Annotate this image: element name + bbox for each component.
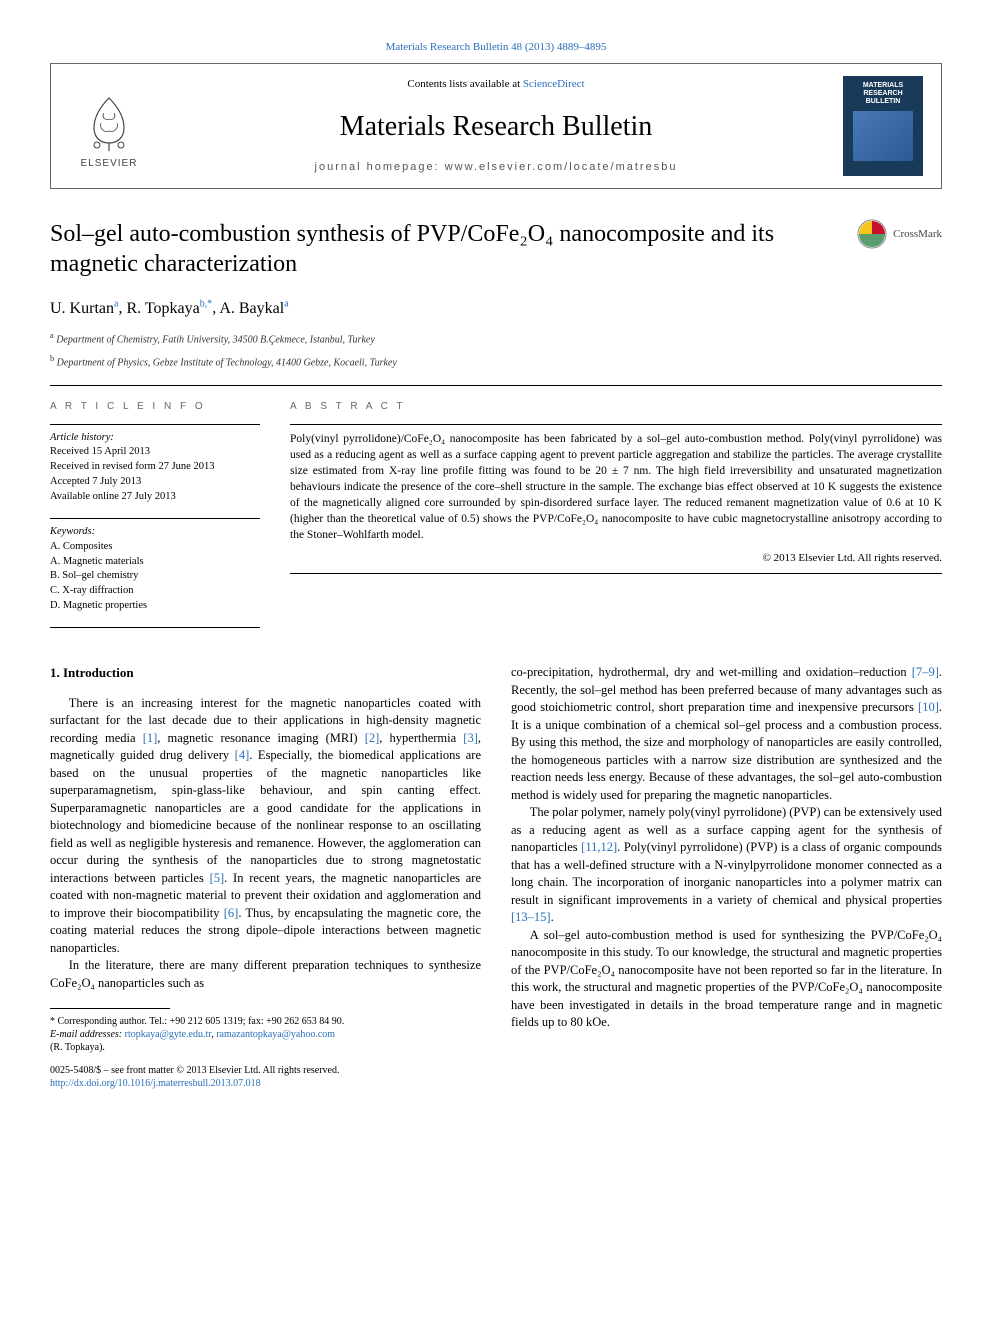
footnote-separator [50,1008,170,1009]
cover-title: MATERIALS RESEARCH BULLETIN [849,82,917,105]
article-title: Sol–gel auto-combustion synthesis of PVP… [50,219,837,279]
paragraph: There is an increasing interest for the … [50,695,481,958]
elsevier-label: ELSEVIER [81,157,138,171]
sciencedirect-link[interactable]: ScienceDirect [523,78,585,90]
history-item: Available online 27 July 2013 [50,490,260,505]
keyword: C. X-ray diffraction [50,584,260,599]
divider [50,518,260,519]
email-link[interactable]: ramazantopkaya@yahoo.com [216,1029,335,1040]
contents-line: Contents lists available at ScienceDirec… [169,77,823,92]
divider [290,424,942,425]
article-info: A R T I C L E I N F O Article history: R… [50,400,260,635]
ref-link[interactable]: [13–15] [511,910,551,924]
doi-link[interactable]: http://dx.doi.org/10.1016/j.materresbull… [50,1078,261,1089]
keyword: A. Magnetic materials [50,555,260,570]
email-link[interactable]: rtopkaya@gyte.edu.tr [125,1029,212,1040]
keyword: A. Composites [50,540,260,555]
ref-link[interactable]: [4] [235,748,250,762]
top-citation-link[interactable]: Materials Research Bulletin 48 (2013) 48… [386,41,607,53]
history-item: Accepted 7 July 2013 [50,475,260,490]
article-info-label: A R T I C L E I N F O [50,400,260,414]
ref-link[interactable]: [7–9] [912,665,939,679]
corresponding-footnote: * Corresponding author. Tel.: +90 212 60… [50,1015,481,1054]
ref-link[interactable]: [11,12] [581,840,617,854]
divider [290,573,942,574]
divider [50,627,260,628]
author: A. Baykala [219,300,288,317]
journal-cover: MATERIALS RESEARCH BULLETIN [843,76,923,176]
ref-link[interactable]: [10] [918,700,939,714]
affiliation: b Department of Physics, Gebze Institute… [50,353,942,370]
journal-name: Materials Research Bulletin [169,107,823,146]
authors: U. Kurtana, R. Topkayab,*, A. Baykala [50,297,942,320]
ref-link[interactable]: [2] [365,731,380,745]
crossmark-label: CrossMark [893,227,942,242]
history-item: Received in revised form 27 June 2013 [50,460,260,475]
ref-link[interactable]: [5] [210,871,225,885]
left-column: 1. Introduction There is an increasing i… [50,664,481,1090]
divider [50,385,942,386]
abstract-text: Poly(vinyl pyrrolidone)/CoFe₂O₄ nanocomp… [290,431,942,544]
top-citation: Materials Research Bulletin 48 (2013) 48… [50,40,942,55]
paragraph: In the literature, there are many differ… [50,957,481,992]
elsevier-logo: ELSEVIER [69,81,149,171]
author: U. Kurtana [50,300,118,317]
crossmark-icon [857,219,887,249]
ref-link[interactable]: [6] [224,906,239,920]
ref-link[interactable]: [3] [463,731,478,745]
keywords-label: Keywords: [50,525,260,540]
homepage-url: www.elsevier.com/locate/matresbu [445,161,678,173]
body-columns: 1. Introduction There is an increasing i… [50,664,942,1090]
homepage-line: journal homepage: www.elsevier.com/locat… [169,160,823,175]
elsevier-tree-icon [79,93,139,153]
affiliation: a Department of Chemistry, Fatih Univers… [50,330,942,347]
cover-thumbnail [853,111,913,161]
keyword: D. Magnetic properties [50,599,260,614]
paragraph: co-precipitation, hydrothermal, dry and … [511,664,942,804]
paragraph: The polar polymer, namely poly(vinyl pyr… [511,804,942,927]
abstract-copyright: © 2013 Elsevier Ltd. All rights reserved… [290,551,942,566]
author: R. Topkayab,* [126,300,212,317]
ref-link[interactable]: [1] [143,731,158,745]
history-label: Article history: [50,431,260,446]
divider [50,424,260,425]
right-column: co-precipitation, hydrothermal, dry and … [511,664,942,1090]
journal-header: ELSEVIER Contents lists available at Sci… [50,63,942,189]
section-heading: 1. Introduction [50,664,481,682]
issn-footnote: 0025-5408/$ – see front matter © 2013 El… [50,1064,481,1090]
history-item: Received 15 April 2013 [50,445,260,460]
keyword: B. Sol–gel chemistry [50,569,260,584]
abstract: A B S T R A C T Poly(vinyl pyrrolidone)/… [290,400,942,635]
abstract-label: A B S T R A C T [290,400,942,414]
paragraph: A sol–gel auto-combustion method is used… [511,927,942,1032]
crossmark-badge[interactable]: CrossMark [857,219,942,249]
